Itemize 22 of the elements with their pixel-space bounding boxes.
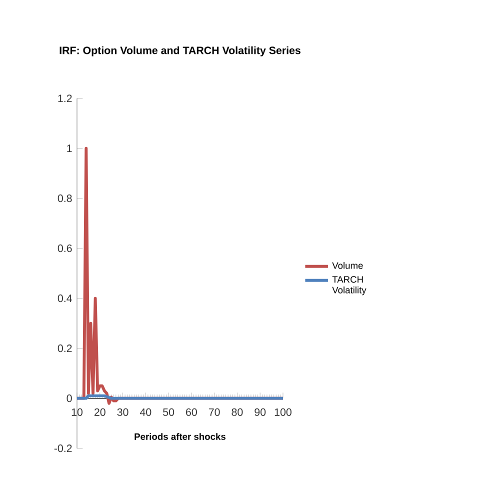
x-tick-label: 60 <box>186 408 197 416</box>
x-tick-label: 50 <box>163 408 174 416</box>
x-tick-label: 80 <box>232 408 243 416</box>
x-tick-label: 30 <box>117 408 128 416</box>
chart-title: IRF: Option Volume and TARCH Volatility Series <box>60 46 300 56</box>
x-tick-label: 90 <box>254 408 266 416</box>
legend-label: Volume <box>332 262 363 269</box>
x-tick-label: 100 <box>274 408 292 416</box>
legend-label: TARCH Volatility <box>332 276 366 296</box>
x-axis-title: Periods after shocks <box>134 433 226 440</box>
y-tick-label: 0.4 <box>58 294 72 302</box>
x-tick-label: 20 <box>94 408 106 416</box>
y-tick-label: 1 <box>67 144 72 152</box>
y-tick-label: -0.2 <box>54 444 72 452</box>
x-tick-label: 10 <box>72 408 83 416</box>
y-tick-label: 0.8 <box>58 194 72 202</box>
y-tick-label: 0.2 <box>58 344 72 352</box>
x-tick-label: 70 <box>208 408 220 416</box>
y-tick-label: 0.6 <box>58 244 72 252</box>
y-tick-label: 1.2 <box>58 94 72 102</box>
y-tick-label: 0 <box>66 394 72 402</box>
x-tick-label: 40 <box>140 408 152 416</box>
